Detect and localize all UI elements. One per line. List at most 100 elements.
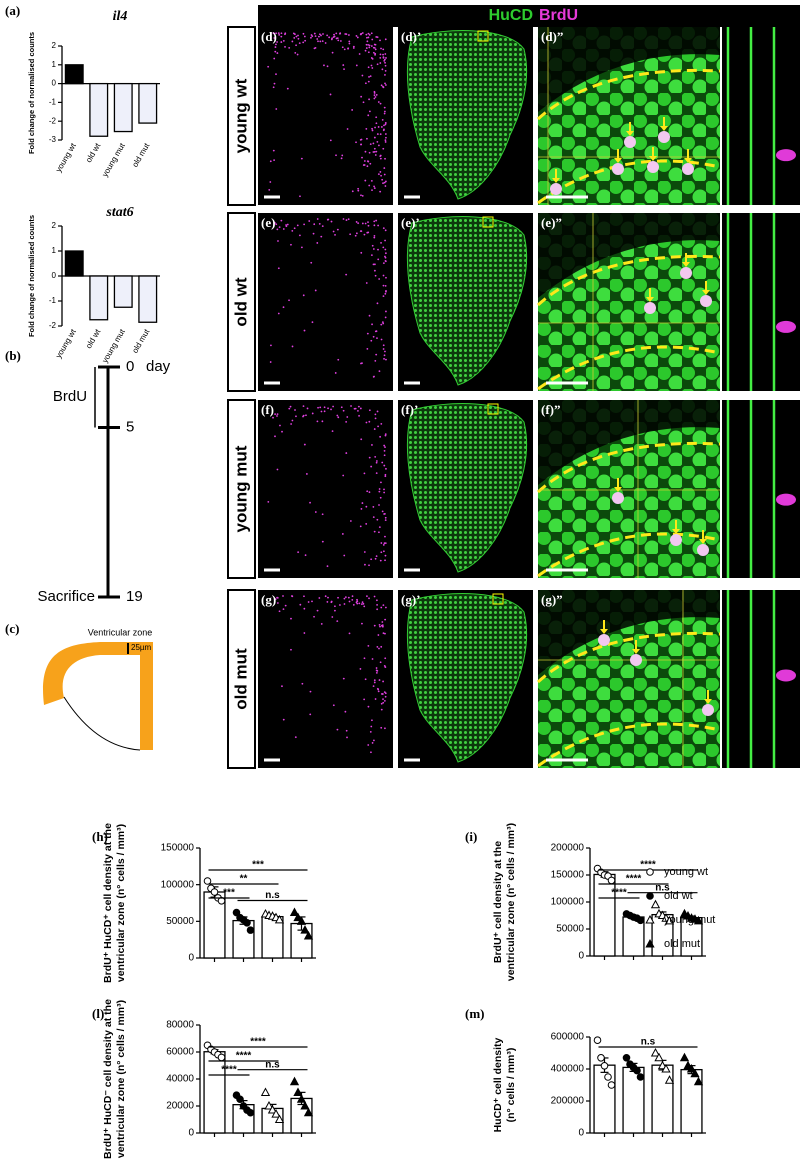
brdu-dot [346, 416, 349, 418]
brdu-dot [341, 533, 344, 535]
brdu-dot [273, 222, 276, 224]
brdu-dot [268, 188, 271, 191]
brdu-dot [367, 224, 370, 227]
brdu-dot [313, 223, 316, 226]
brdu-dot [382, 274, 385, 277]
panel-label: (g)’ [401, 592, 421, 607]
brdu-dot [332, 36, 335, 38]
arrow-head [672, 529, 680, 534]
brdu-dot [291, 40, 294, 43]
brdu-dot [384, 180, 387, 183]
brdu-dot [340, 157, 343, 160]
y-tick-label: 0 [578, 951, 584, 962]
arrow-head [552, 178, 560, 183]
brdu-dot [373, 185, 375, 188]
brdu-dot [334, 605, 336, 608]
brdu-dot [352, 47, 355, 49]
brdu-dot [299, 603, 302, 606]
brdu-dot [295, 35, 298, 38]
brdu-dot [376, 518, 379, 521]
brdu-dot [316, 38, 319, 40]
brdu-dot [381, 321, 384, 324]
brdu-dot [380, 84, 383, 87]
brdu-dot [284, 33, 286, 36]
brdu-dot [382, 680, 385, 683]
data-point [210, 888, 219, 896]
brdu-dot [291, 419, 294, 422]
panel-label: (a) [5, 3, 20, 18]
data-point [693, 1076, 704, 1086]
brdu-dot [375, 472, 378, 475]
brdu-dot [371, 129, 374, 132]
brdu-dot [370, 339, 373, 342]
brdu-dot [276, 228, 279, 231]
brdu-dot [374, 455, 377, 458]
brdu-dot [360, 438, 363, 441]
brdu-dot [383, 124, 385, 127]
brdu-dot [376, 669, 379, 672]
panel-bg [258, 400, 393, 578]
significance-label: *** [252, 860, 264, 871]
brdu-dot [310, 261, 313, 264]
brdu-dot [336, 228, 339, 231]
brdu-dot [304, 554, 307, 557]
brdu-dot [327, 218, 330, 221]
brdu-dot [357, 187, 360, 190]
arrow-head [626, 131, 634, 136]
brdu-dot [383, 691, 386, 694]
header-magenta: BrdU [539, 7, 578, 24]
brdu-dot [384, 516, 387, 519]
brdu-dot [373, 681, 376, 684]
brdu-dot [359, 407, 362, 410]
brdu-dot [330, 220, 333, 223]
panel-label: (c) [5, 621, 19, 636]
brain-section [406, 30, 528, 200]
brdu-dot [363, 472, 366, 475]
y-tick-label: 0 [52, 271, 57, 280]
brdu-dot [309, 713, 312, 716]
y-tick-label: -1 [49, 296, 57, 305]
brdu-dot [347, 218, 350, 221]
brdu-dot [272, 32, 275, 34]
bar [64, 250, 84, 277]
brdu-dot [375, 122, 378, 125]
brdu-dot [316, 218, 319, 220]
brdu-dot [382, 322, 385, 325]
brdu-dot [373, 269, 376, 272]
brdu-dot [345, 420, 348, 423]
brdu-dot [375, 460, 378, 462]
brdu-dot [374, 126, 376, 129]
brdu-dot [380, 338, 383, 341]
brdu-dot [378, 278, 381, 280]
brdu-dot [382, 348, 385, 350]
brdu-dot [368, 151, 371, 154]
brdu-dot [320, 623, 323, 625]
y-axis-label: BrdU⁺ HuCD⁺ cell density at the [102, 823, 114, 983]
timeline-label: 5 [126, 418, 134, 435]
brdu-dot [274, 435, 276, 438]
brdu-dot [355, 141, 357, 144]
brdu-dot [367, 80, 370, 83]
bar [593, 1064, 616, 1134]
data-point [203, 877, 212, 885]
brdu-dot [383, 513, 386, 515]
brdu-dot [275, 108, 278, 110]
brdu-dot [348, 34, 350, 36]
legend-label: old mut [664, 938, 700, 950]
brdu-dot [364, 179, 367, 182]
data-point [650, 899, 661, 909]
chart-title: stat6 [105, 205, 133, 220]
y-tick-label: 0 [188, 953, 194, 964]
brdu-dot [273, 159, 275, 162]
panel-label: (l) [92, 1006, 104, 1021]
brdu-dot [375, 461, 378, 464]
brdu-dot [384, 473, 387, 476]
brdu-dot [383, 464, 386, 467]
brdu-dot [339, 40, 342, 42]
brdu-dot [384, 260, 387, 263]
brdu-dot [356, 36, 359, 39]
brdu-dot [345, 452, 348, 454]
brdu-dot [364, 150, 367, 153]
bar [89, 82, 109, 137]
brdu-dot [359, 138, 362, 141]
